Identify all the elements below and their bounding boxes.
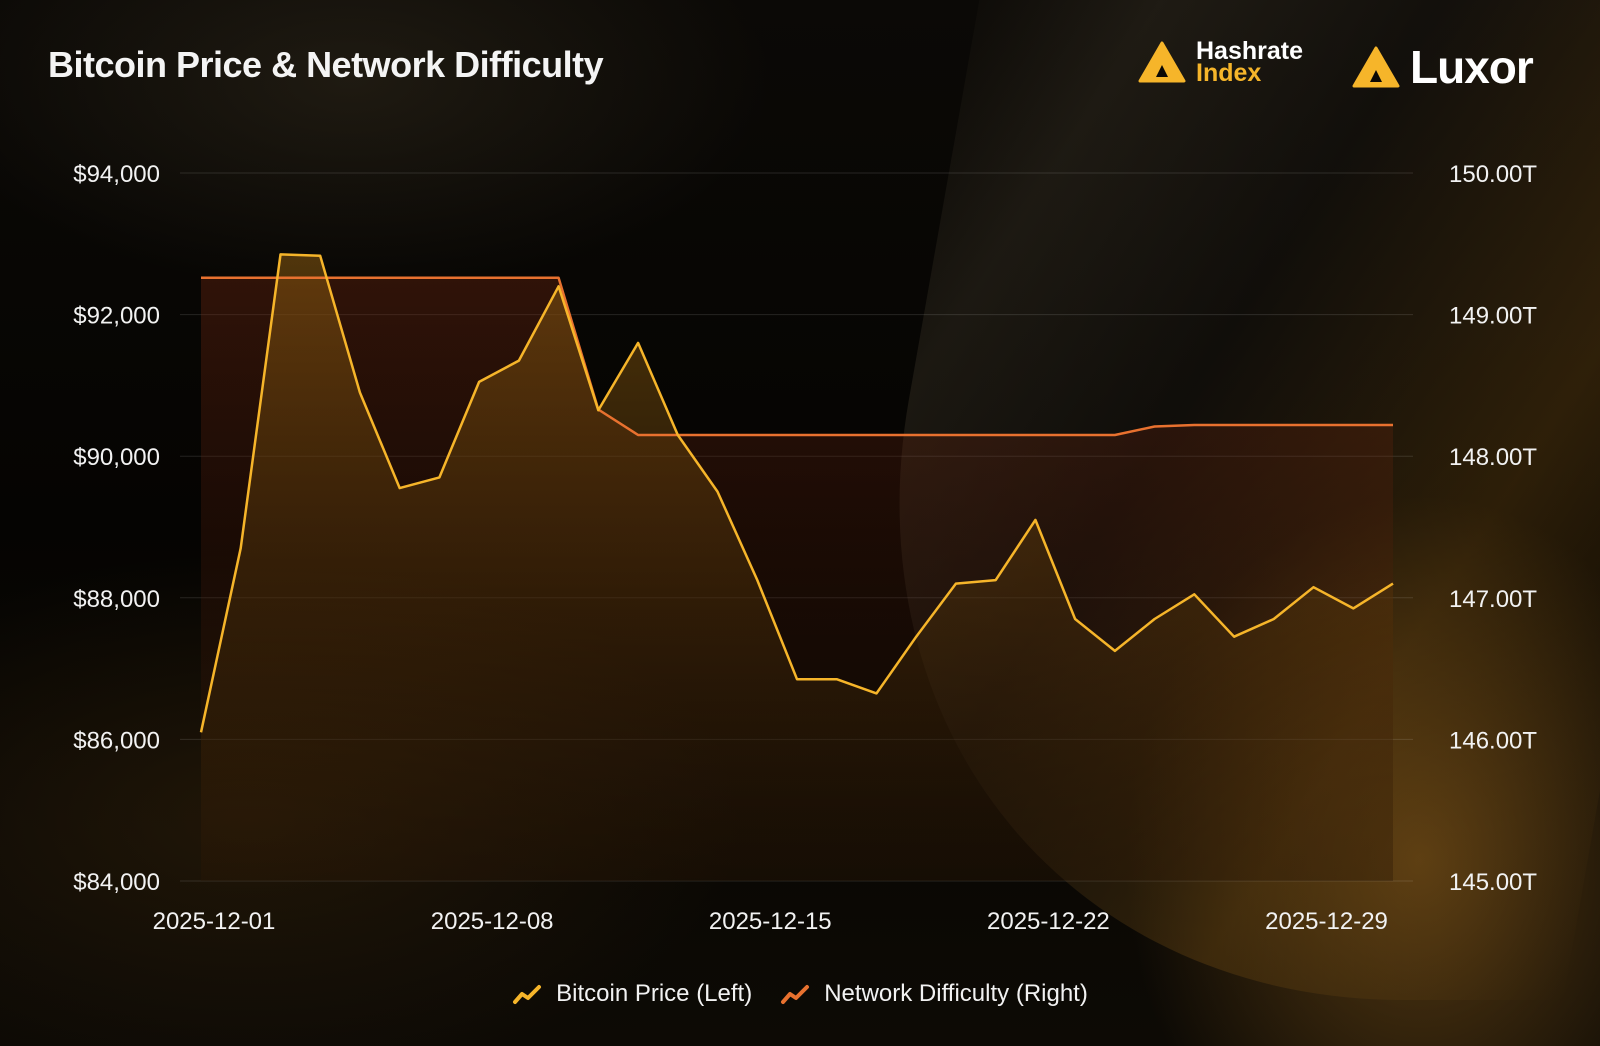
left-tick-label: $84,000: [73, 869, 160, 896]
luxor-brand-text: Luxor: [1410, 41, 1534, 93]
x-tick-label: 2025-12-08: [431, 908, 554, 935]
left-tick-label: $94,000: [73, 161, 160, 188]
luxor-logo[interactable]: Luxor: [1352, 40, 1534, 94]
right-axis: 150.00T 149.00T 148.00T 147.00T 146.00T 145.0…: [1449, 161, 1537, 896]
legend-item-difficulty[interactable]: Network Difficulty (Right): [780, 980, 1088, 1008]
hashrate-triangle-icon: [1138, 41, 1186, 83]
left-axis: $94,000 $92,000 $90,000 $88,000 $86,000 $84,0…: [73, 161, 160, 896]
right-tick-label: 147.00T: [1449, 586, 1537, 613]
right-tick-label: 146.00T: [1449, 727, 1537, 754]
legend-item-price[interactable]: Bitcoin Price (Left): [512, 980, 752, 1008]
price-difficulty-chart: $94,000 $92,000 $90,000 $88,000 $86,000 $84,0…: [73, 161, 1537, 935]
hashrate-brand-line2: Index: [1196, 59, 1262, 87]
price-line: [199, 253, 1394, 733]
right-tick-label: 145.00T: [1449, 869, 1537, 896]
x-tick-label: 2025-12-01: [153, 908, 276, 935]
x-axis: 2025-12-01 2025-12-08 2025-12-15 2025-12-22…: [153, 908, 1388, 935]
series-areas: [201, 254, 1393, 881]
right-tick-label: 148.00T: [1449, 444, 1537, 471]
x-tick-label: 2025-12-22: [987, 908, 1110, 935]
right-tick-label: 149.00T: [1449, 303, 1537, 330]
right-tick-label: 150.00T: [1449, 161, 1537, 188]
luxor-triangle-icon: [1352, 46, 1400, 88]
left-tick-label: $90,000: [73, 444, 160, 471]
left-tick-label: $88,000: [73, 586, 160, 613]
difficulty-line-icon: [781, 985, 810, 1004]
x-tick-label: 2025-12-15: [709, 908, 832, 935]
chart-legend: Bitcoin Price (Left) Network Difficulty …: [0, 980, 1600, 1008]
legend-label-price: Bitcoin Price (Left): [556, 980, 753, 1007]
hashrate-brand-line1: Hashrate: [1196, 37, 1303, 65]
hashrate-index-logo[interactable]: Hashrate Index: [1138, 37, 1303, 87]
legend-label-difficulty: Network Difficulty (Right): [824, 980, 1088, 1007]
price-line-icon: [513, 985, 542, 1004]
difficulty-line: [201, 276, 1393, 437]
left-tick-label: $86,000: [73, 727, 160, 754]
price-area: [201, 254, 1393, 881]
x-tick-label: 2025-12-29: [1265, 908, 1388, 935]
left-tick-label: $92,000: [73, 303, 160, 330]
series-lines: [199, 253, 1394, 733]
chart-title: Bitcoin Price & Network Difficulty: [48, 44, 604, 85]
